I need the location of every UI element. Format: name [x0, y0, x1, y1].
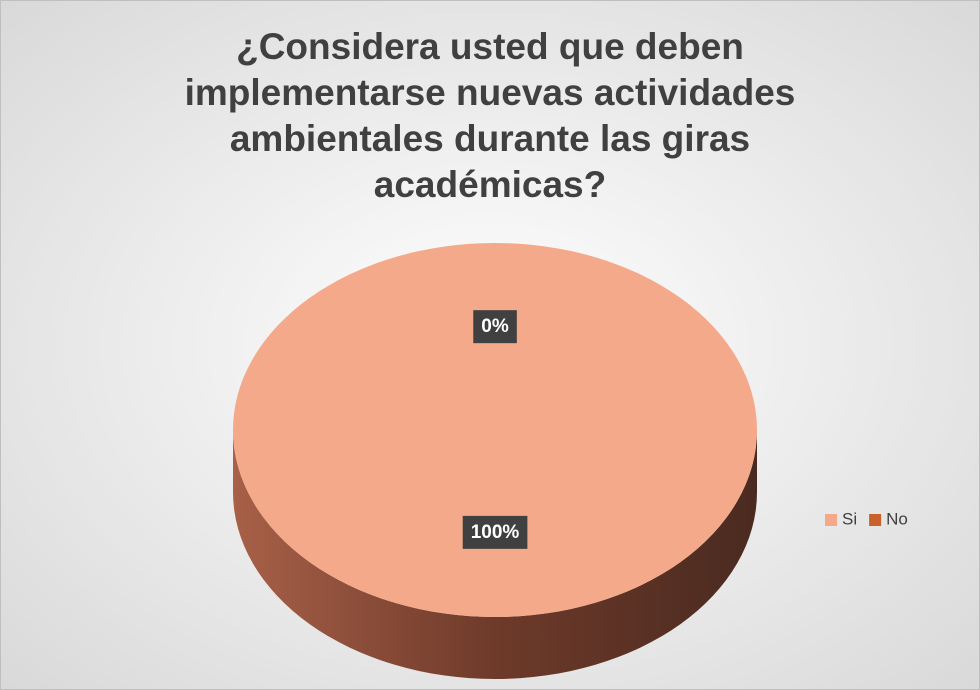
data-label-box	[462, 515, 528, 549]
legend-label: Si	[842, 509, 857, 528]
pie	[233, 243, 757, 679]
slice	[233, 243, 757, 617]
legend-swatch	[825, 514, 837, 526]
data-label: 0%	[481, 316, 509, 337]
title-box: ¿Considera usted que deben implementarse…	[184, 26, 796, 205]
chart-title: ¿Considera usted que deben implementarse…	[184, 26, 796, 205]
legend-swatch	[869, 514, 882, 526]
legend: Si No	[825, 509, 908, 528]
data-labels: 100% 0%	[462, 310, 528, 549]
legend-label: No	[886, 509, 908, 528]
data-label: 100%	[471, 522, 520, 543]
slice-side	[233, 430, 757, 679]
data-label-box	[473, 310, 517, 344]
